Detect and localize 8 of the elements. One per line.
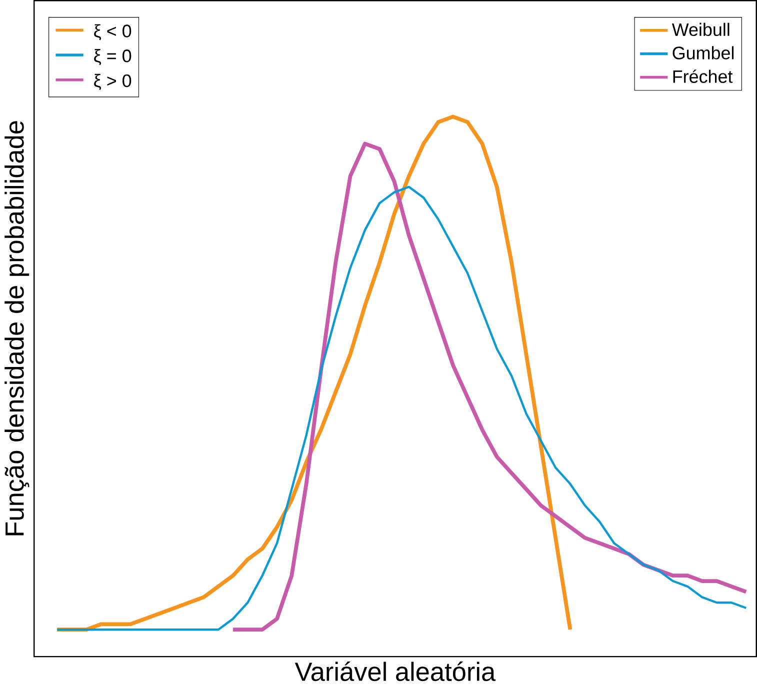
legend-label: Weibull — [672, 22, 730, 36]
legend-label: Fréchet — [673, 70, 733, 84]
y-axis-title: Função densidade de probabilidade — [4, 121, 30, 536]
text: ξ > 0 — [94, 74, 132, 90]
text: ξ < 0 — [94, 24, 132, 40]
x-axis-title: Variável aleatória — [294, 662, 496, 682]
legend-label: Gumbel — [672, 46, 734, 60]
text: ξ = 0 — [94, 49, 132, 66]
